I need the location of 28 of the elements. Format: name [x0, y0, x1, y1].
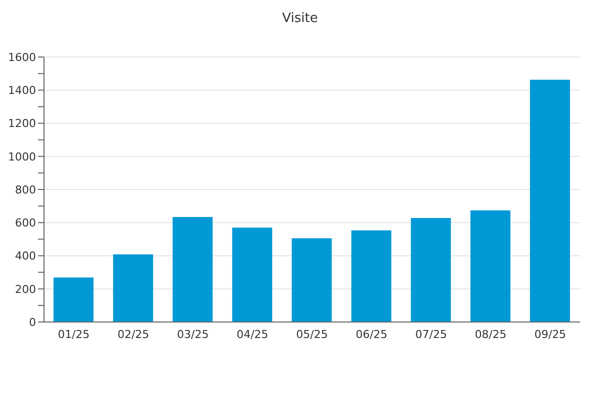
x-tick-label: 02/25	[117, 328, 150, 341]
bar	[54, 277, 94, 322]
y-tick-label: 1600	[8, 50, 36, 64]
x-tick-label: 06/25	[356, 328, 388, 341]
x-tick-label: 07/25	[415, 328, 447, 341]
y-tick-label: 800	[15, 183, 36, 196]
x-tick-label: 09/25	[534, 328, 566, 341]
x-tick-label: 03/25	[177, 328, 209, 341]
y-tick-label: 400	[15, 250, 36, 263]
x-tick-label: 01/25	[58, 328, 90, 341]
bar	[530, 80, 570, 322]
x-tick-label: 08/25	[474, 328, 507, 341]
bar	[351, 230, 392, 322]
bar	[232, 228, 272, 322]
y-tick-label: 200	[15, 282, 36, 296]
bar	[172, 216, 213, 322]
y-tick-label: 1400	[8, 84, 36, 98]
chart-title: Visite	[281, 11, 319, 26]
y-tick-label: 0	[29, 316, 36, 329]
bar	[410, 218, 451, 322]
bar	[470, 210, 510, 322]
y-tick-label: 1200	[8, 117, 36, 130]
y-tick-label: 1000	[8, 150, 36, 164]
x-tick-label: 04/25	[236, 328, 268, 341]
y-tick-label: 600	[15, 216, 36, 230]
bar	[113, 254, 154, 322]
x-tick-label: 05/25	[296, 328, 328, 341]
bar	[292, 238, 332, 322]
